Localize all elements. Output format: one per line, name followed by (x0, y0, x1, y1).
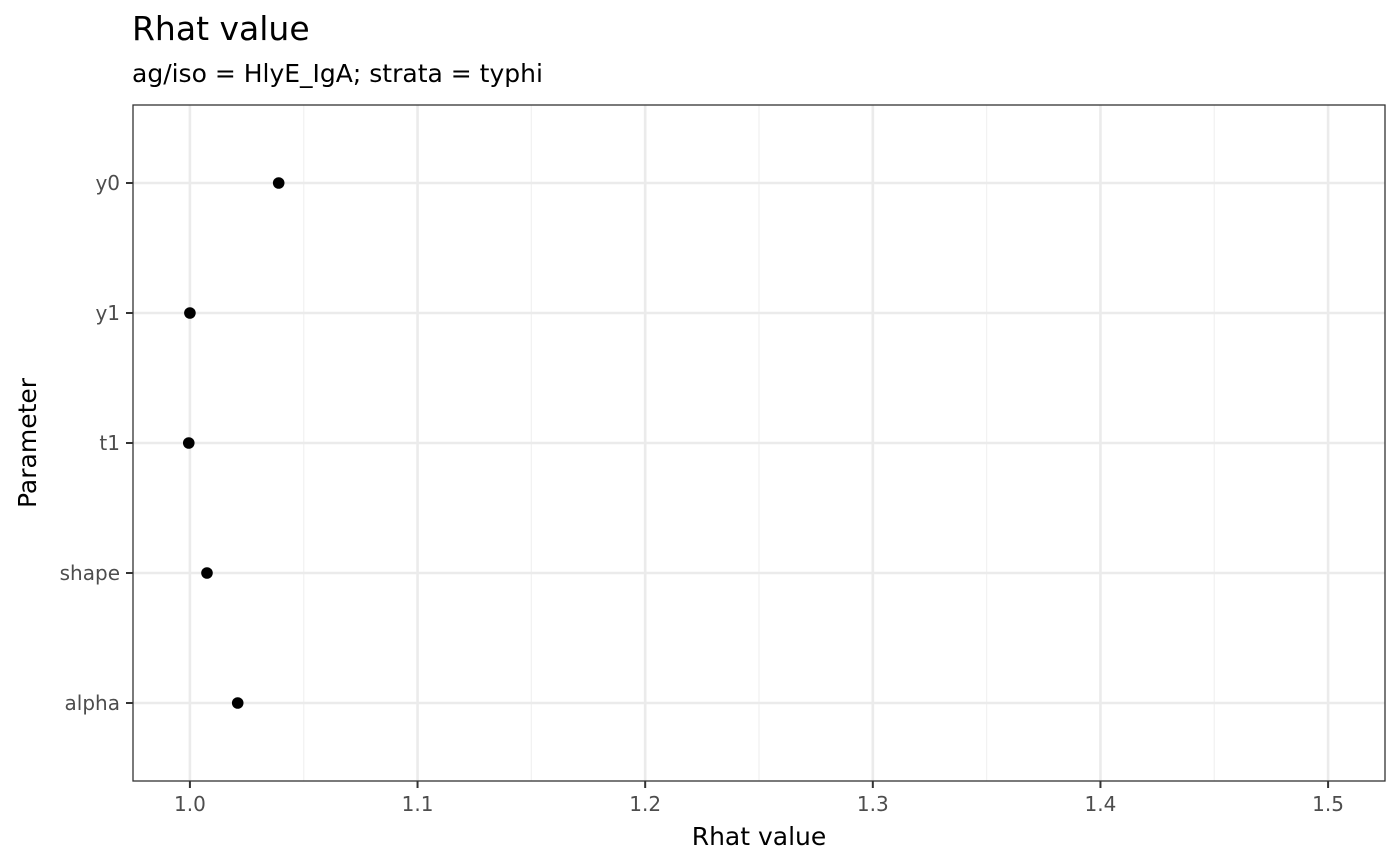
y-axis: y0 y1 t1 shape alpha (60, 171, 133, 715)
chart-title: Rhat value (132, 9, 310, 48)
x-tick-label: 1.0 (174, 792, 206, 816)
y-tick-label-alpha: alpha (65, 691, 120, 715)
point-y0 (272, 177, 285, 189)
point-t1 (182, 437, 195, 449)
x-tick-label: 1.1 (402, 792, 434, 816)
y-tick-label-t1: t1 (99, 431, 120, 455)
x-tick-label: 1.4 (1085, 792, 1117, 816)
data-points (182, 177, 285, 709)
x-tick-label: 1.3 (857, 792, 889, 816)
y-tick-label-y1: y1 (95, 301, 120, 325)
y-tick-label-shape: shape (60, 561, 120, 585)
chart-subtitle: ag/iso = HlyE_IgA; strata = typhi (132, 59, 543, 88)
grid (133, 105, 1385, 781)
x-axis: 1.0 1.1 1.2 1.3 1.4 1.5 (174, 781, 1344, 816)
x-axis-title: Rhat value (692, 822, 827, 851)
y-axis-title: Parameter (13, 377, 42, 508)
x-tick-label: 1.5 (1312, 792, 1344, 816)
x-tick-label: 1.2 (629, 792, 661, 816)
point-alpha (231, 697, 244, 709)
point-shape (201, 567, 213, 579)
y-tick-label-y0: y0 (95, 171, 120, 195)
point-y1 (184, 307, 196, 319)
